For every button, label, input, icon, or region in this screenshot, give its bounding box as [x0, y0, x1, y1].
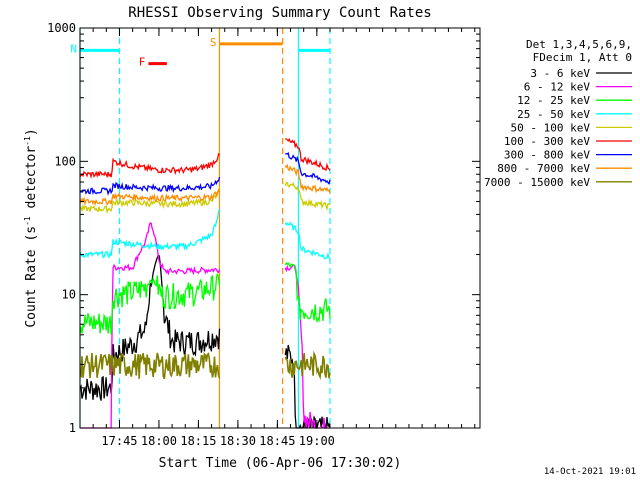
flag-label-S: S	[210, 36, 217, 49]
chart-title: RHESSI Observing Summary Count Rates	[128, 5, 431, 21]
series-line	[79, 187, 221, 215]
legend-header-line: FDecim 1, Att 0	[533, 51, 632, 64]
legend-entry-label: 800 - 7000 keV	[497, 162, 590, 175]
y-tick-label: 100	[54, 154, 76, 168]
series-line	[79, 352, 221, 380]
series-line	[284, 163, 331, 194]
series-layer	[79, 137, 331, 429]
legend-entry-label: 6 - 12 keV	[524, 81, 591, 94]
legend-entry-label: 300 - 800 keV	[504, 149, 590, 162]
series-line	[284, 261, 331, 324]
y-ticks: 1 10 100 1000	[47, 21, 480, 435]
legend-entry-label: 100 - 300 keV	[504, 135, 590, 148]
y-label-part: Count Rate (s	[24, 226, 39, 328]
legend-entry-label: 3 - 6 keV	[530, 67, 590, 80]
series-line	[284, 263, 330, 429]
legend-entry-label: 12 - 25 keV	[517, 94, 590, 107]
legend-entry-label: 7000 - 15000 keV	[484, 176, 590, 189]
y-label-sup: -1	[23, 216, 32, 226]
flag-label-N: N	[70, 42, 77, 55]
x-tick-label: 18:00	[141, 434, 177, 448]
footer-date: 14-Oct-2021 19:01	[544, 467, 636, 477]
series-line	[79, 152, 220, 180]
series-line	[284, 181, 331, 211]
series-line	[284, 221, 331, 260]
legend-entry-label: 25 - 50 keV	[517, 108, 590, 121]
series-line	[79, 188, 221, 207]
x-tick-label: 18:45	[259, 434, 295, 448]
y-tick-label: 1	[69, 421, 76, 435]
y-axis-label: Count Rate (s-1 detector-1)	[23, 128, 39, 327]
series-line	[285, 151, 331, 186]
x-tick-label: 17:45	[101, 434, 137, 448]
legend-entry-label: 50 - 100 keV	[511, 121, 591, 134]
flag-label-F: F	[139, 56, 146, 69]
series-line	[79, 176, 221, 196]
x-ticks: 17:45 18:00 18:15 18:30 18:45 19:00	[79, 28, 476, 448]
y-label-part: detector	[24, 146, 39, 217]
y-label-part: )	[24, 128, 39, 136]
y-tick-label: 10	[62, 288, 76, 302]
x-tick-label: 19:00	[299, 434, 335, 448]
x-tick-label: 18:15	[180, 434, 216, 448]
plot-frame	[79, 27, 481, 429]
y-tick-label: 1000	[47, 21, 76, 35]
series-line	[79, 273, 221, 335]
legend: Det 1,3,4,5,6,9, FDecim 1, Att 0 3 - 6 k…	[484, 38, 632, 189]
series-line	[285, 137, 331, 171]
series-line	[284, 350, 331, 380]
series-line	[79, 208, 221, 259]
y-label-sup: -1	[23, 136, 32, 146]
legend-header-line: Det 1,3,4,5,6,9,	[526, 38, 632, 51]
x-axis-label: Start Time (06-Apr-06 17:30:02)	[159, 456, 402, 471]
x-tick-label: 18:30	[220, 434, 256, 448]
series-line	[79, 253, 221, 401]
